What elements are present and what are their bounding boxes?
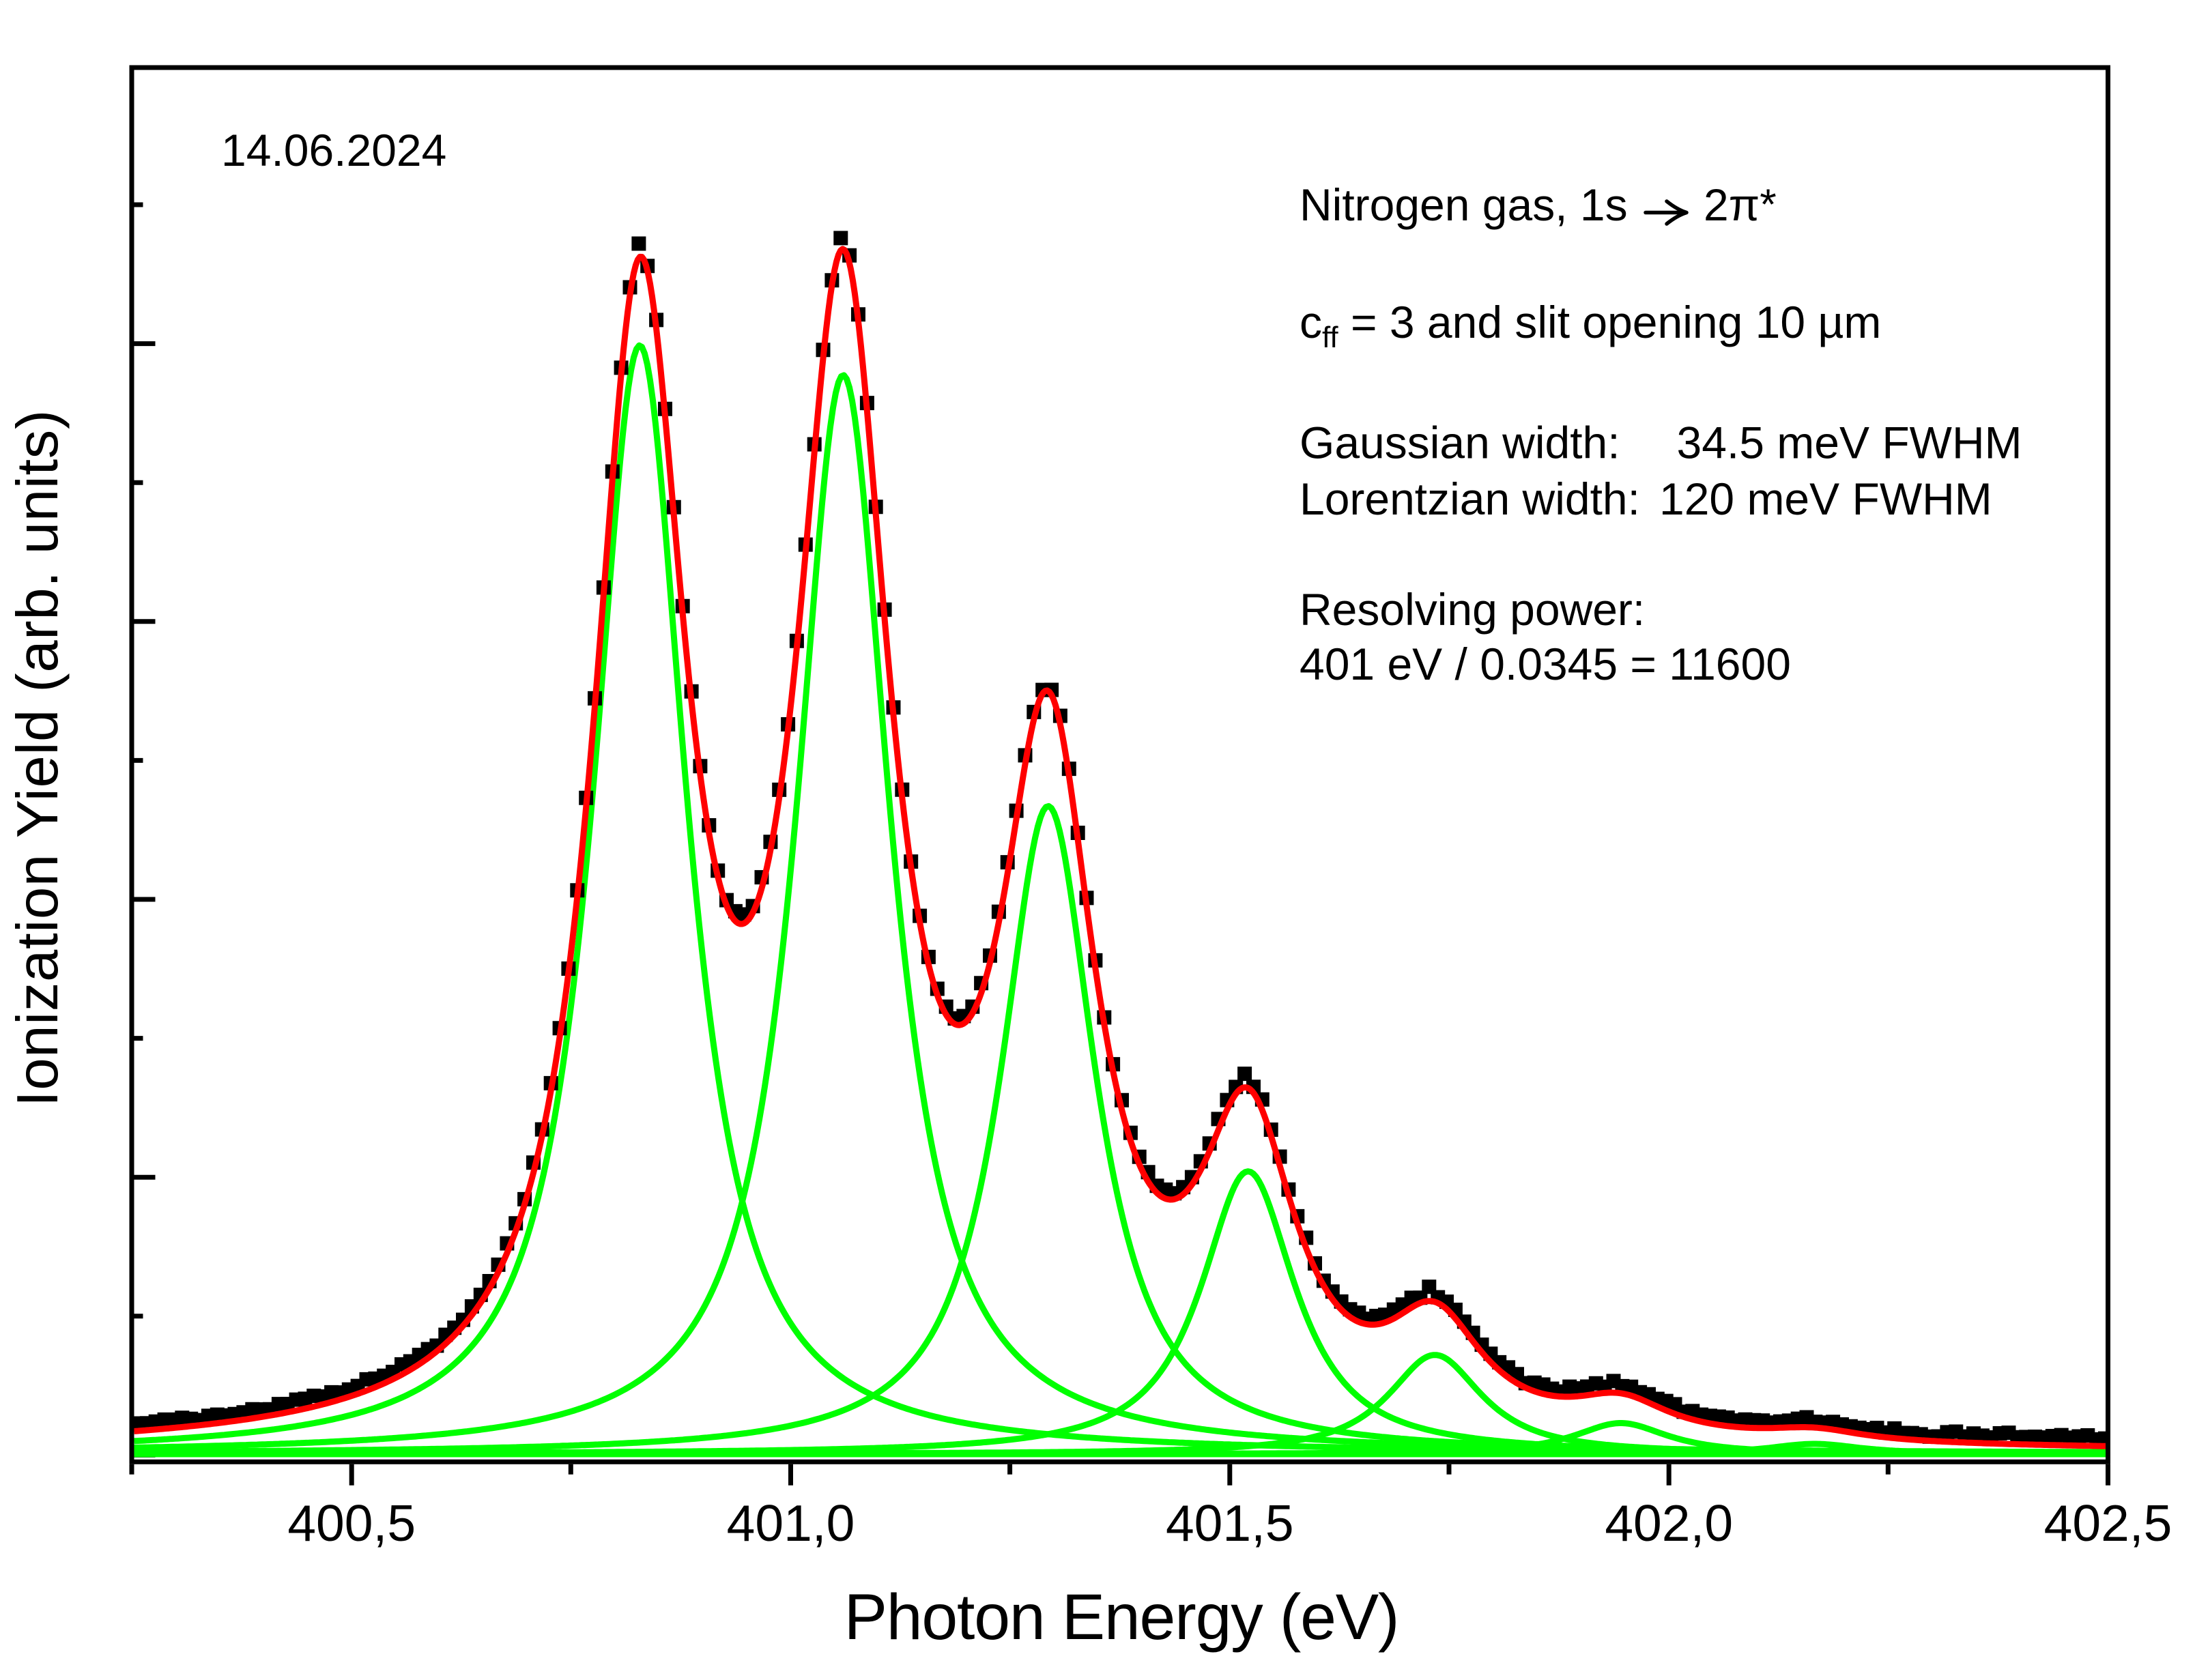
svg-text:Gaussian width:: Gaussian width: [1300,417,1620,467]
svg-text:401 eV / 0.0345 = 11600: 401 eV / 0.0345 = 11600 [1300,639,1791,689]
svg-text:Photon Energy (eV): Photon Energy (eV) [844,1581,1399,1653]
svg-text:401,0: 401,0 [727,1494,855,1552]
svg-text:Lorentzian width:: Lorentzian width: [1300,474,1640,524]
svg-text:34.5 meV FWHM: 34.5 meV FWHM [1677,417,2022,467]
svg-text:402,5: 402,5 [2044,1494,2172,1552]
svg-text:402,0: 402,0 [1605,1494,1733,1552]
svg-text:401,5: 401,5 [1166,1494,1294,1552]
svg-text:cff = 3 and slit opening 10 µm: cff = 3 and slit opening 10 µm [1300,297,1881,354]
svg-text:14.06.2024: 14.06.2024 [221,125,446,175]
svg-text:2π*: 2π* [1704,179,1777,230]
svg-text:Resolving power:: Resolving power: [1300,584,1645,635]
svg-text:Nitrogen gas, 1s: Nitrogen gas, 1s [1300,179,1628,230]
svg-text:120 meV FWHM: 120 meV FWHM [1659,474,1992,524]
svg-text:Ionization Yield (arb. units): Ionization Yield (arb. units) [5,409,70,1107]
svg-text:400,5: 400,5 [287,1494,416,1552]
